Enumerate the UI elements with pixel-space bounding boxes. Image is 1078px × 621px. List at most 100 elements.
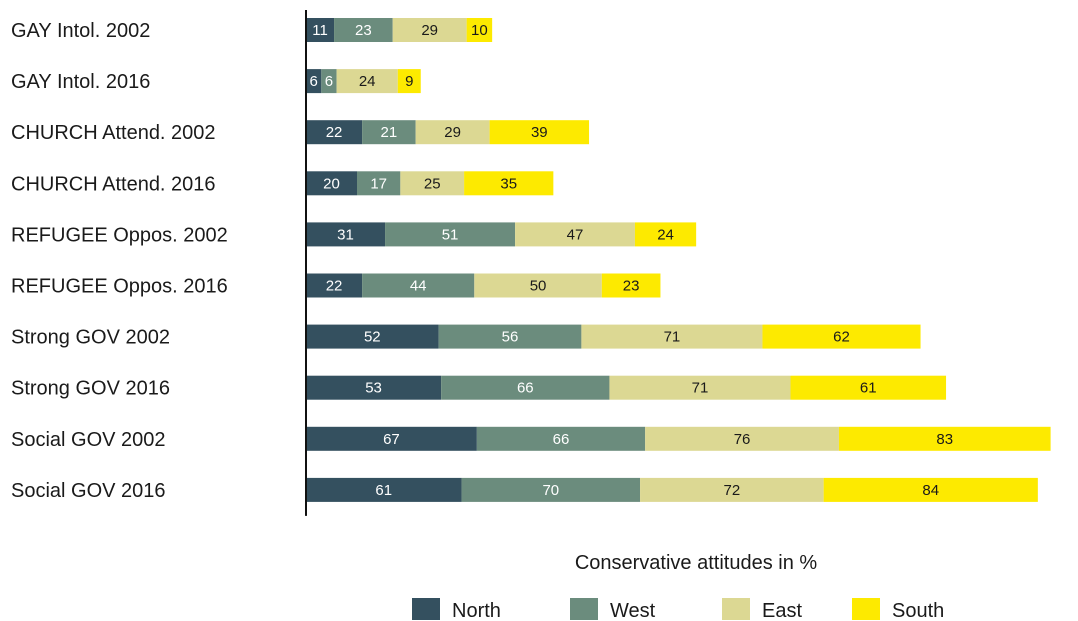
bars: 11 23 29 10 6 6 24 9 22 21 29 39 20 17 25 35 31 51 47 24 22 4… bbox=[306, 18, 1051, 502]
legend-swatch-east bbox=[722, 598, 750, 620]
data-label-south: 84 bbox=[922, 482, 939, 499]
bar-segment-north bbox=[306, 375, 442, 400]
data-label-east: 24 bbox=[359, 73, 376, 90]
data-label-east: 72 bbox=[724, 482, 741, 499]
bar-segment-south bbox=[489, 120, 590, 145]
data-label-north: 61 bbox=[375, 482, 392, 499]
legend-label-east: East bbox=[762, 600, 802, 621]
bar-segment-east bbox=[336, 69, 398, 94]
data-label-west: 6 bbox=[325, 73, 333, 90]
data-label-north: 52 bbox=[364, 329, 381, 346]
bar-segment-east bbox=[609, 375, 791, 400]
bar-segment-north bbox=[306, 69, 322, 94]
category-label: CHURCH Attend. 2002 bbox=[11, 122, 216, 144]
bar-segment-east bbox=[515, 222, 635, 247]
bar-segment-west bbox=[334, 18, 393, 42]
legend-label-south: South bbox=[892, 600, 944, 621]
bar-segment-east bbox=[415, 120, 490, 145]
legend-label-west: West bbox=[610, 600, 656, 621]
data-label-east: 25 bbox=[424, 175, 441, 192]
data-label-north: 6 bbox=[309, 73, 317, 90]
data-label-west: 23 bbox=[355, 22, 372, 39]
x-axis-label: Conservative attitudes in % bbox=[575, 552, 818, 574]
data-label-north: 22 bbox=[326, 124, 343, 141]
legend-swatch-south bbox=[852, 598, 880, 620]
category-labels: GAY Intol. 2002 GAY Intol. 2016 CHURCH Att… bbox=[11, 20, 228, 502]
legend-swatch-north bbox=[412, 598, 440, 620]
bar-segment-west bbox=[441, 375, 610, 400]
category-label: REFUGEE Oppos. 2002 bbox=[11, 224, 228, 246]
bar-segment-south bbox=[601, 273, 661, 298]
data-label-north: 11 bbox=[312, 22, 328, 39]
bar-segment-east bbox=[400, 171, 465, 196]
bar-segment-east bbox=[474, 273, 602, 298]
data-label-south: 39 bbox=[531, 124, 548, 141]
bar-segment-north bbox=[306, 171, 357, 196]
bar-segment-south bbox=[762, 324, 921, 349]
data-label-west: 66 bbox=[553, 431, 570, 448]
bar-segment-east bbox=[581, 324, 763, 349]
data-label-west: 17 bbox=[370, 175, 387, 192]
bar-segment-east bbox=[392, 18, 467, 42]
data-label-north: 31 bbox=[337, 226, 354, 243]
data-label-south: 83 bbox=[936, 431, 953, 448]
category-label: GAY Intol. 2016 bbox=[11, 71, 150, 93]
bar-segment-west bbox=[321, 69, 337, 94]
category-label: CHURCH Attend. 2016 bbox=[11, 173, 216, 195]
data-label-west: 51 bbox=[442, 226, 459, 243]
data-label-south: 23 bbox=[623, 278, 640, 295]
data-label-east: 76 bbox=[734, 431, 751, 448]
category-label: Strong GOV 2016 bbox=[11, 378, 170, 400]
bar-segment-west bbox=[362, 120, 416, 145]
data-label-west: 21 bbox=[381, 124, 398, 141]
data-label-east: 71 bbox=[692, 380, 709, 397]
bar-segment-south bbox=[790, 375, 947, 400]
bar-segment-north bbox=[306, 18, 335, 42]
data-label-east: 50 bbox=[530, 278, 547, 295]
data-label-north: 67 bbox=[383, 431, 400, 448]
legend: North West East South bbox=[412, 598, 944, 621]
data-label-south: 10 bbox=[471, 22, 488, 39]
bar-segment-south bbox=[838, 426, 1051, 451]
bar-segment-east bbox=[645, 426, 839, 451]
bar-segment-south bbox=[634, 222, 697, 247]
data-label-north: 20 bbox=[323, 175, 340, 192]
bar-segment-west bbox=[438, 324, 582, 349]
bar-segment-west bbox=[476, 426, 646, 451]
data-label-east: 47 bbox=[567, 226, 584, 243]
data-label-east: 71 bbox=[664, 329, 681, 346]
bar-segment-west bbox=[357, 171, 401, 196]
bar-segment-south bbox=[823, 477, 1038, 502]
data-label-west: 66 bbox=[517, 380, 534, 397]
bar-segment-north bbox=[306, 426, 477, 451]
bar-segment-north bbox=[306, 324, 439, 349]
bar-segment-west bbox=[461, 477, 641, 502]
data-label-south: 61 bbox=[860, 380, 877, 397]
data-label-south: 24 bbox=[657, 226, 674, 243]
data-label-east: 29 bbox=[421, 22, 438, 39]
data-label-west: 44 bbox=[410, 278, 427, 295]
data-label-south: 9 bbox=[405, 73, 413, 90]
category-label: GAY Intol. 2002 bbox=[11, 20, 150, 42]
bar-segment-north bbox=[306, 120, 363, 145]
data-label-east: 29 bbox=[444, 124, 461, 141]
bar-segment-north bbox=[306, 477, 462, 502]
legend-label-north: North bbox=[452, 600, 501, 621]
data-label-north: 53 bbox=[365, 380, 382, 397]
data-label-west: 70 bbox=[542, 482, 559, 499]
category-label: Strong GOV 2002 bbox=[11, 327, 170, 349]
data-label-south: 35 bbox=[500, 175, 517, 192]
bar-segment-west bbox=[362, 273, 475, 298]
data-label-west: 56 bbox=[502, 329, 519, 346]
bar-segment-south bbox=[464, 171, 554, 196]
data-label-north: 22 bbox=[326, 278, 343, 295]
category-label: Social GOV 2002 bbox=[11, 429, 166, 451]
bar-segment-west bbox=[385, 222, 516, 247]
legend-swatch-west bbox=[570, 598, 598, 620]
bar-segment-east bbox=[640, 477, 824, 502]
bar-segment-north bbox=[306, 222, 386, 247]
bar-segment-south bbox=[466, 18, 493, 42]
data-label-south: 62 bbox=[833, 329, 850, 346]
category-label: Social GOV 2016 bbox=[11, 480, 166, 502]
